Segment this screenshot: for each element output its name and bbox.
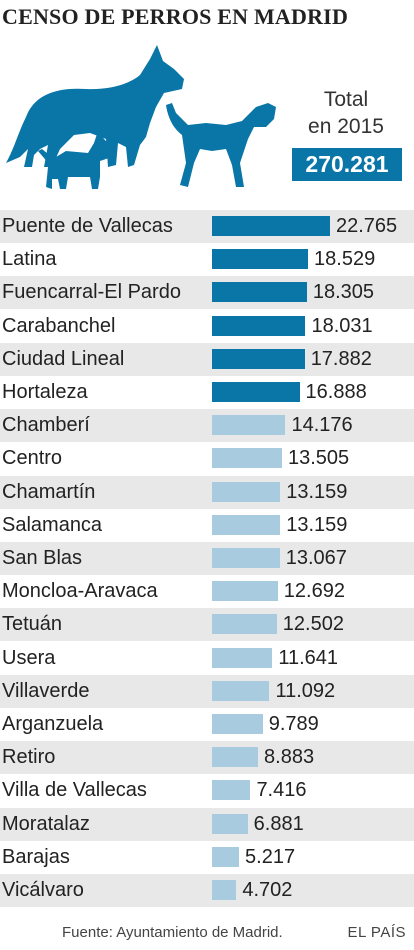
value-label: 11.641 (278, 646, 339, 669)
value-label: 12.502 (282, 613, 344, 636)
total-label-line1: Total (323, 88, 369, 111)
bar-row: Usera 11.641 (0, 642, 414, 675)
bar (212, 581, 278, 602)
bar (212, 249, 309, 270)
bar (212, 614, 277, 635)
value-label: 13.159 (286, 480, 348, 503)
value-label: 17.882 (310, 347, 372, 370)
bar-row: Moncloa-Aravaca 12.692 (0, 575, 414, 608)
bar (212, 448, 282, 469)
bar-row: Ciudad Lineal 17.882 (0, 342, 414, 376)
bar (212, 382, 300, 402)
total-label: Total en 2015 (290, 86, 402, 140)
category-label: Villa de Vallecas (2, 779, 147, 802)
bar-row: Villaverde 11.092 (0, 674, 414, 708)
category-label: Moratalaz (2, 812, 90, 835)
category-label: Chamberí (2, 414, 90, 437)
bar-row: Retiro 8.883 (0, 741, 414, 775)
value-label: 22.765 (336, 215, 398, 237)
bar (212, 747, 259, 768)
category-label: Puente de Vallecas (2, 215, 173, 237)
category-label: Latina (2, 248, 57, 271)
value-label: 18.529 (314, 248, 376, 271)
value-label: 18.305 (312, 281, 375, 304)
bar-row: Puente de Vallecas 22.765 (0, 210, 414, 243)
publisher-brand: EL PAÍS (347, 924, 406, 941)
category-label: Tetuán (2, 613, 63, 636)
bar-row: Barajas 5.217 (0, 841, 414, 874)
bar (212, 813, 248, 834)
category-label: Moncloa-Aravaca (2, 580, 158, 603)
bar (212, 846, 240, 867)
category-label: Barajas (2, 845, 70, 868)
bar-row: Chamartín 13.159 (0, 475, 414, 509)
bar (212, 481, 281, 502)
bar-row: Moratalaz 6.881 (0, 807, 414, 841)
category-label: Hortaleza (2, 381, 88, 403)
category-label: Centro (2, 447, 63, 470)
bar-row: Fuencarral-El Pardo 18.305 (0, 276, 414, 310)
source-note: Fuente: Ayuntamiento de Madrid. (62, 924, 283, 941)
shepherd-dog-icon (6, 45, 184, 167)
value-label: 8.883 (264, 746, 315, 769)
value-label: 13.067 (285, 547, 347, 569)
value-label: 18.031 (311, 314, 373, 337)
bar-row: Carabanchel 18.031 (0, 310, 414, 343)
category-label: Villaverde (2, 679, 90, 702)
category-label: San Blas (2, 547, 83, 569)
category-label: Retiro (2, 746, 56, 769)
category-label: Vicálvaro (2, 879, 84, 901)
bar (212, 415, 286, 436)
bar (212, 548, 280, 568)
bar-row: Hortaleza 16.888 (0, 376, 414, 409)
category-label: Chamartín (2, 480, 96, 503)
bar (212, 315, 306, 336)
bar (212, 514, 281, 535)
category-label: Usera (2, 646, 56, 669)
bar (212, 282, 307, 303)
category-label: Carabanchel (2, 314, 116, 337)
value-label: 14.176 (291, 414, 353, 437)
value-label: 6.881 (253, 812, 304, 835)
bar-row: Chamberí 14.176 (0, 409, 414, 443)
bar-row: Tetuán 12.502 (0, 608, 414, 642)
value-label: 4.702 (242, 879, 293, 901)
value-label: 9.789 (268, 713, 319, 735)
bar (212, 714, 263, 734)
total-label-line2: en 2015 (308, 115, 384, 138)
chart-title: CENSO DE PERROS EN MADRID (2, 4, 349, 29)
category-label: Fuencarral-El Pardo (2, 281, 181, 304)
value-label: 13.159 (286, 513, 348, 536)
total-value-badge: 270.281 (292, 148, 402, 181)
bar (212, 216, 330, 236)
bar-row: Centro 13.505 (0, 442, 414, 475)
terrier-dog-icon (38, 131, 116, 189)
bar-row: Latina 18.529 (0, 243, 414, 276)
category-label: Salamanca (2, 513, 103, 536)
category-label: Arganzuela (2, 713, 104, 735)
bar-row: Villa de Vallecas 7.416 (0, 774, 414, 807)
dogs-illustration (6, 45, 276, 189)
bar (212, 880, 237, 900)
value-label: 11.092 (275, 679, 336, 702)
value-label: 12.692 (283, 580, 345, 603)
bar (212, 348, 305, 369)
bar-row: Salamanca 13.159 (0, 509, 414, 542)
hound-dog-icon (166, 103, 276, 187)
bar (212, 780, 251, 801)
value-label: 5.217 (245, 845, 296, 868)
bar (212, 647, 273, 668)
bar-row: Vicálvaro 4.702 (0, 874, 414, 907)
category-label: Ciudad Lineal (2, 347, 125, 370)
bar-row: San Blas 13.067 (0, 542, 414, 575)
bar-row: Arganzuela 9.789 (0, 708, 414, 741)
value-label: 16.888 (305, 381, 367, 403)
value-label: 13.505 (288, 447, 350, 470)
bar (212, 680, 270, 701)
value-label: 7.416 (256, 779, 307, 802)
